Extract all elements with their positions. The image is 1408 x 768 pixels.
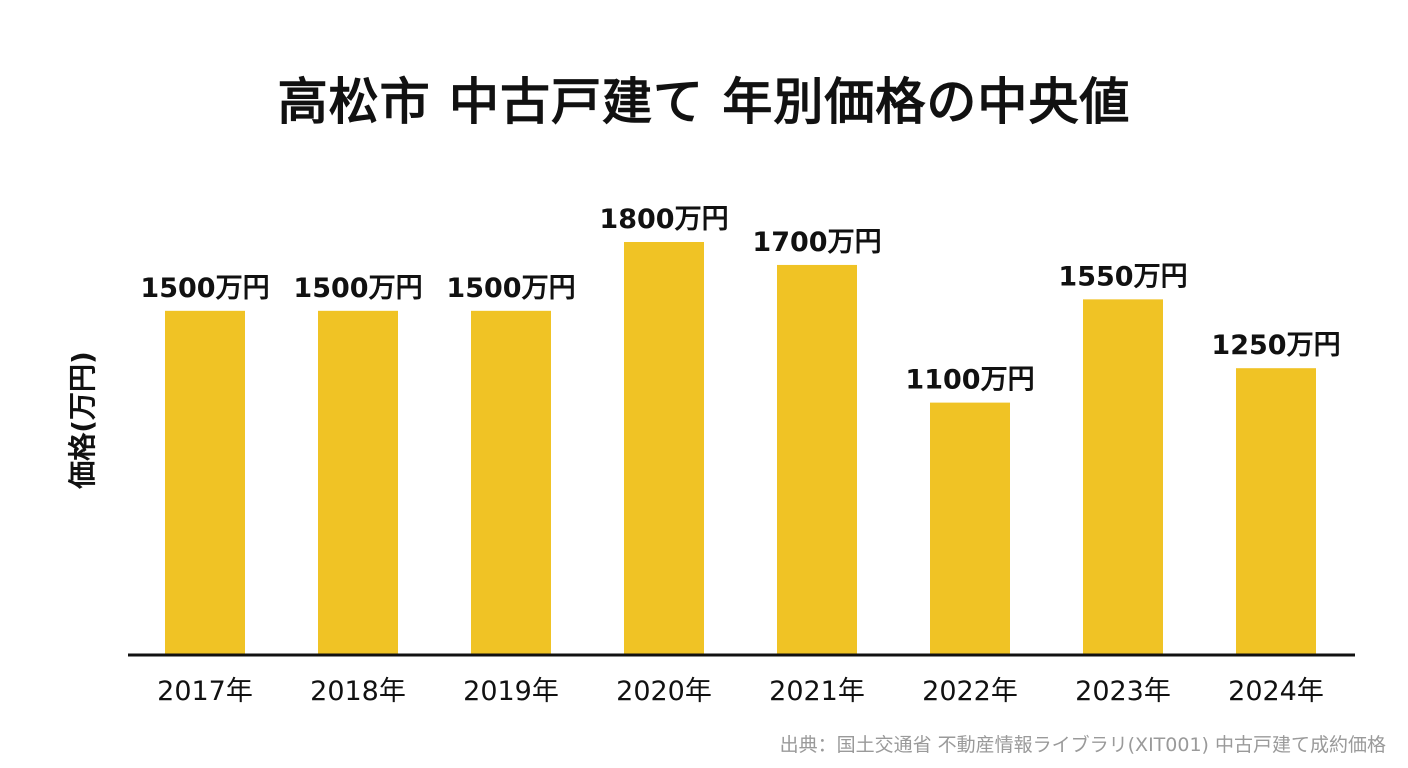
x-tick-label-2: 2019年	[463, 676, 559, 707]
source-note: 出典：国土交通省 不動産情報ライブラリ(XIT001) 中古戸建て成約価格	[779, 734, 1386, 756]
value-label-5: 1100万円	[905, 365, 1034, 396]
x-tick-label-0: 2017年	[157, 676, 253, 707]
bar-7	[1236, 368, 1316, 655]
bar-6	[1083, 299, 1163, 655]
bar-4	[777, 264, 857, 655]
x-tick-label-3: 2020年	[616, 676, 712, 707]
value-label-4: 1700万円	[752, 227, 881, 258]
x-tick-label-4: 2021年	[769, 676, 865, 707]
bar-1	[318, 310, 398, 655]
value-label-3: 1800万円	[599, 204, 728, 235]
value-label-0: 1500万円	[140, 273, 269, 304]
x-tick-label-1: 2018年	[310, 676, 406, 707]
value-label-7: 1250万円	[1211, 330, 1340, 361]
value-label-6: 1550万円	[1058, 261, 1187, 292]
value-label-2: 1500万円	[446, 273, 575, 304]
y-axis-label: 価格(万円)	[66, 351, 99, 490]
x-tick-label-5: 2022年	[922, 676, 1018, 707]
x-tick-label-6: 2023年	[1075, 676, 1171, 707]
value-labels-layer: 1500万円 1500万円 1500万円 1800万円 1700万円 1100万円 1550…	[140, 204, 1340, 396]
bar-3	[624, 242, 704, 655]
chart-title: 高松市 中古戸建て 年別価格の中央値	[277, 73, 1131, 131]
bar-5	[930, 402, 1010, 655]
bar-0	[165, 310, 245, 655]
x-tick-labels: 2017年 2018年 2019年 2020年 2021年 2022年 2023年 2024年	[157, 676, 1324, 707]
value-label-1: 1500万円	[293, 273, 422, 304]
bar-2	[471, 310, 551, 655]
bars-layer	[165, 242, 1316, 655]
x-tick-label-7: 2024年	[1228, 676, 1324, 707]
